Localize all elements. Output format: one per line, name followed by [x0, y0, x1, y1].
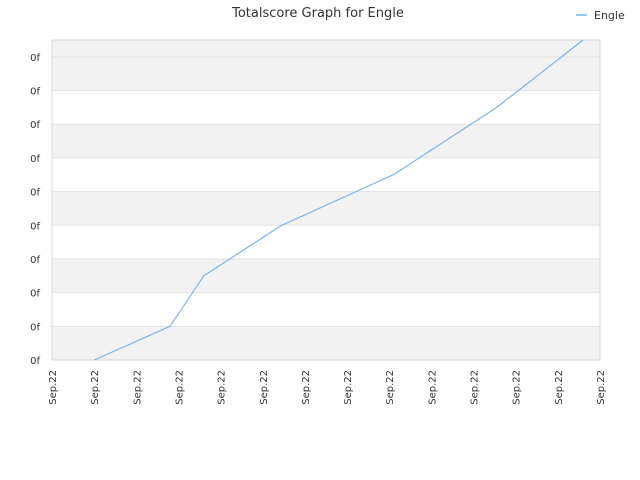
x-tick-label: Sep.22	[427, 370, 438, 405]
x-tick-label: Sep.22	[48, 370, 59, 405]
legend-label-engle: Engle	[594, 9, 625, 22]
y-tick-label: 0f	[30, 289, 40, 300]
y-tick-label: 0f	[30, 221, 40, 232]
x-tick-label: Sep.22	[554, 370, 565, 405]
y-tick-label: 0f	[30, 87, 40, 98]
plot-bands	[52, 40, 600, 360]
chart-title: Totalscore Graph for Engle	[231, 6, 404, 21]
plot-band	[52, 326, 600, 360]
x-tick-label: Sep.22	[174, 370, 185, 405]
y-tick-label: 0f	[30, 322, 40, 333]
plot-band	[52, 56, 600, 91]
x-tick-label: Sep.22	[343, 370, 354, 405]
x-tick-label: Sep.22	[385, 370, 396, 405]
plot-band	[52, 191, 600, 226]
y-tick-label: 0f	[30, 188, 40, 199]
x-tick-label: Sep.22	[217, 370, 228, 405]
x-tick-label: Sep.22	[596, 370, 607, 405]
plot-area-border	[51, 39, 601, 361]
x-tick-label: Sep.22	[512, 370, 523, 405]
y-axis: 0f 0f 0f 0f 0f 0f 0f 0f 0f 0f	[30, 53, 40, 367]
x-tick-label: Sep.22	[90, 370, 101, 405]
y-tick-label: 0f	[30, 356, 40, 367]
y-tick-label: 0f	[30, 53, 40, 64]
series-line-engle[interactable]	[93, 39, 584, 361]
x-tick-label: Sep.22	[470, 370, 481, 405]
plot-band	[52, 157, 600, 192]
x-tick-label: Sep.22	[301, 370, 312, 405]
y-tick-label: 0f	[30, 120, 40, 131]
plot-band	[52, 225, 600, 259]
plot-band	[52, 90, 600, 125]
x-axis: Sep.22 Sep.22 Sep.22 Sep.22 Sep.22 Sep.22 Sep.…	[48, 370, 607, 405]
y-tick-label: 0f	[30, 255, 40, 266]
x-tick-label: Sep.22	[132, 370, 143, 405]
plot-band	[52, 124, 600, 158]
plot-band	[52, 292, 600, 327]
plot-band	[52, 258, 600, 293]
series-layer	[93, 39, 584, 361]
y-tick-label: 0f	[30, 154, 40, 165]
x-tick-label: Sep.22	[259, 370, 270, 405]
legend[interactable]: Engle	[576, 9, 625, 22]
plot-band	[52, 40, 600, 57]
